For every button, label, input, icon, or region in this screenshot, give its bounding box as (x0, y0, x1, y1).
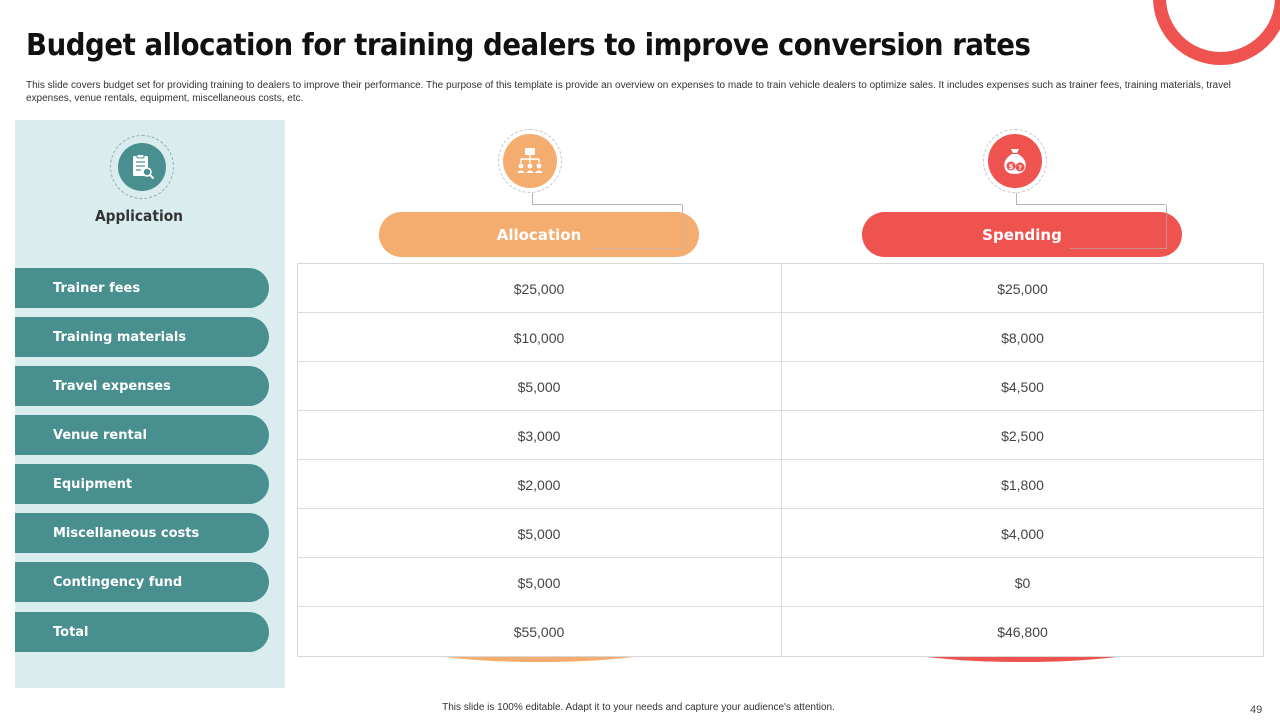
table-row: $3,000 $2,500 (298, 411, 1263, 460)
allocation-cell: $25,000 (513, 280, 565, 297)
table-row: $5,000 $4,500 (298, 362, 1263, 411)
table-row: $2,000 $1,800 (298, 460, 1263, 509)
allocation-cell: $10,000 (513, 329, 565, 346)
row-label-contingency-fund: Contingency fund (15, 562, 269, 602)
allocation-total-cell: $55,000 (513, 623, 565, 640)
allocation-connector (532, 193, 682, 205)
decorative-corner-ring (1153, 0, 1280, 65)
spending-cell: $4,500 (781, 362, 1263, 411)
spending-connector (1016, 193, 1166, 205)
spending-cell: $2,500 (781, 411, 1263, 460)
allocation-cell: $3,000 (517, 427, 561, 444)
slide-title: Budget allocation for training dealers t… (26, 28, 1031, 63)
table-row-total: $55,000 $46,800 (298, 607, 1263, 656)
row-label-trainer-fees: Trainer fees (15, 268, 269, 308)
clipboard-search-icon (118, 143, 166, 191)
spending-icon-ring (983, 129, 1047, 193)
slide-subtitle: This slide covers budget set for providi… (26, 80, 1231, 104)
row-label-equipment: Equipment (15, 464, 269, 504)
spending-cell: $8,000 (781, 313, 1263, 362)
spending-connector-base (1070, 248, 1167, 249)
money-bag-question-icon: $ ? (988, 134, 1042, 188)
row-label-training-materials: Training materials (15, 317, 269, 357)
budget-table: $25,000 $25,000 $10,000 $8,000 $5,000 $4… (297, 263, 1264, 657)
spending-total-cell: $46,800 (781, 607, 1263, 656)
allocation-cell: $5,000 (517, 525, 561, 542)
svg-text:$: $ (1009, 163, 1014, 171)
allocation-cell: $5,000 (517, 574, 561, 591)
table-row: $5,000 $0 (298, 558, 1263, 607)
allocation-connector-base (590, 248, 683, 249)
spending-cell: $25,000 (781, 264, 1263, 313)
allocation-cell: $5,000 (517, 378, 561, 395)
spending-cell: $0 (781, 558, 1263, 607)
row-label-total: Total (15, 612, 269, 652)
table-row: $10,000 $8,000 (298, 313, 1263, 362)
spending-cell: $1,800 (781, 460, 1263, 509)
svg-text:?: ? (1018, 164, 1022, 172)
spending-header: Spending (862, 212, 1182, 257)
allocation-icon-ring (498, 129, 562, 193)
allocation-connector-overlay (682, 212, 683, 248)
footer-note: This slide is 100% editable. Adapt it to… (442, 702, 835, 713)
application-label: Application (94, 207, 184, 225)
hierarchy-people-icon (503, 134, 557, 188)
application-icon-ring (110, 135, 174, 199)
allocation-cell: $2,000 (517, 476, 561, 493)
row-label-travel-expenses: Travel expenses (15, 366, 269, 406)
row-label-miscellaneous-costs: Miscellaneous costs (15, 513, 269, 553)
page-number: 49 (1250, 704, 1263, 716)
row-label-venue-rental: Venue rental (15, 415, 269, 455)
spending-connector-overlay (1166, 212, 1167, 248)
allocation-header: Allocation (379, 212, 699, 257)
table-row: $25,000 $25,000 (298, 264, 1263, 313)
spending-cell: $4,000 (781, 509, 1263, 558)
table-row: $5,000 $4,000 (298, 509, 1263, 558)
